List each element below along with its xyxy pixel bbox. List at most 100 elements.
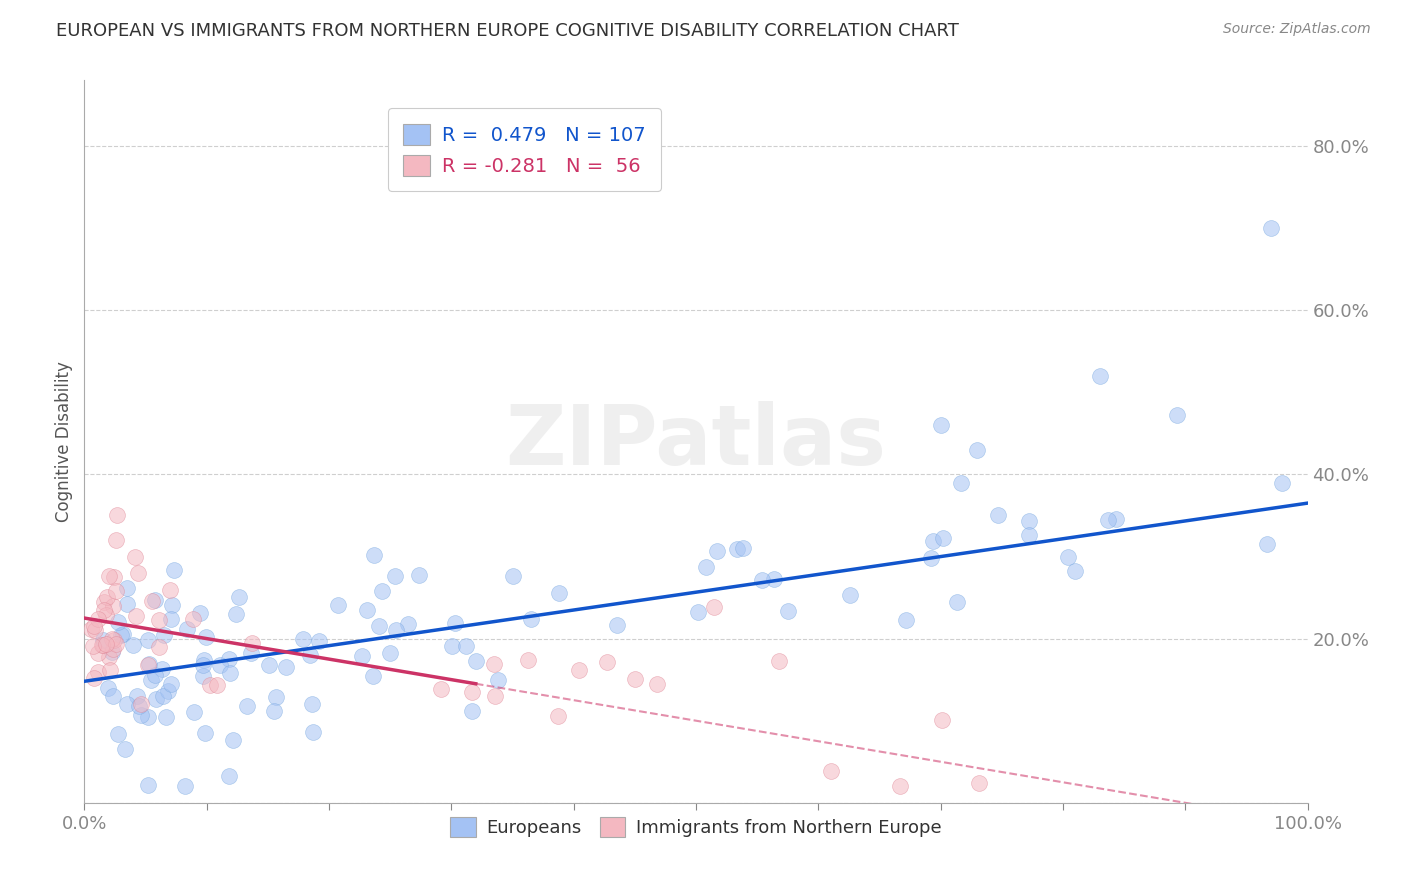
Point: [1018, 528, 1040, 542]
Point: [441, 639, 464, 653]
Point: [160, 677, 183, 691]
Point: [103, 633, 125, 648]
Point: [408, 567, 430, 582]
Point: [236, 698, 259, 713]
Point: [820, 764, 842, 778]
Point: [97, 681, 120, 695]
Point: [125, 689, 148, 703]
Point: [90, 638, 112, 652]
Point: [1166, 408, 1188, 422]
Point: [368, 619, 391, 633]
Point: [82, 639, 104, 653]
Point: [1097, 512, 1119, 526]
Point: [725, 541, 748, 556]
Point: [967, 776, 990, 790]
Point: [239, 646, 262, 660]
Point: [291, 632, 314, 647]
Point: [128, 699, 150, 714]
Point: [1088, 368, 1111, 383]
Point: [838, 588, 860, 602]
Point: [105, 533, 128, 547]
Point: [1260, 221, 1282, 235]
Point: [384, 569, 406, 583]
Point: [93, 602, 115, 616]
Point: [1271, 475, 1294, 490]
Point: [100, 644, 122, 658]
Point: [110, 628, 132, 642]
Point: [352, 649, 374, 664]
Point: [384, 623, 406, 637]
Point: [207, 678, 229, 692]
Point: [1057, 549, 1080, 564]
Text: ZIPatlas: ZIPatlas: [506, 401, 886, 482]
Point: [87, 646, 110, 660]
Point: [516, 653, 538, 667]
Point: [444, 615, 467, 630]
Point: [181, 612, 204, 626]
Point: [101, 689, 124, 703]
Point: [264, 690, 287, 705]
Point: [83, 619, 105, 633]
Point: [686, 605, 709, 619]
Point: [153, 628, 176, 642]
Point: [84, 624, 107, 638]
Point: [150, 663, 173, 677]
Point: [889, 780, 911, 794]
Point: [101, 632, 124, 647]
Point: [931, 714, 953, 728]
Point: [143, 668, 166, 682]
Point: [751, 574, 773, 588]
Point: [145, 592, 167, 607]
Point: [502, 569, 524, 583]
Point: [920, 551, 942, 566]
Point: [396, 617, 419, 632]
Point: [645, 677, 668, 691]
Point: [950, 476, 973, 491]
Point: [302, 724, 325, 739]
Point: [371, 583, 394, 598]
Point: [152, 689, 174, 703]
Point: [96, 590, 118, 604]
Point: [695, 559, 717, 574]
Point: [624, 673, 647, 687]
Y-axis label: Cognitive Disability: Cognitive Disability: [55, 361, 73, 522]
Point: [138, 778, 160, 792]
Point: [125, 609, 148, 624]
Point: [83, 672, 105, 686]
Point: [105, 637, 128, 651]
Point: [484, 689, 506, 703]
Point: [148, 613, 170, 627]
Point: [107, 726, 129, 740]
Point: [138, 657, 160, 671]
Point: [124, 550, 146, 565]
Point: [195, 630, 218, 644]
Point: [568, 663, 591, 677]
Point: [163, 563, 186, 577]
Point: [218, 769, 240, 783]
Point: [136, 658, 159, 673]
Point: [1063, 564, 1085, 578]
Point: [896, 613, 918, 627]
Point: [378, 646, 401, 660]
Point: [136, 633, 159, 648]
Point: [519, 612, 541, 626]
Point: [363, 669, 385, 683]
Point: [129, 697, 152, 711]
Point: [141, 594, 163, 608]
Point: [547, 709, 569, 723]
Point: [308, 634, 330, 648]
Point: [778, 604, 800, 618]
Point: [460, 704, 482, 718]
Point: [218, 665, 240, 680]
Point: [94, 637, 117, 651]
Point: [198, 678, 221, 692]
Point: [138, 710, 160, 724]
Legend: Europeans, Immigrants from Northern Europe: Europeans, Immigrants from Northern Euro…: [443, 810, 949, 845]
Point: [298, 648, 321, 663]
Point: [115, 581, 138, 595]
Point: [731, 541, 754, 556]
Point: [193, 657, 215, 672]
Point: [176, 622, 198, 636]
Point: [103, 570, 125, 584]
Point: [326, 599, 349, 613]
